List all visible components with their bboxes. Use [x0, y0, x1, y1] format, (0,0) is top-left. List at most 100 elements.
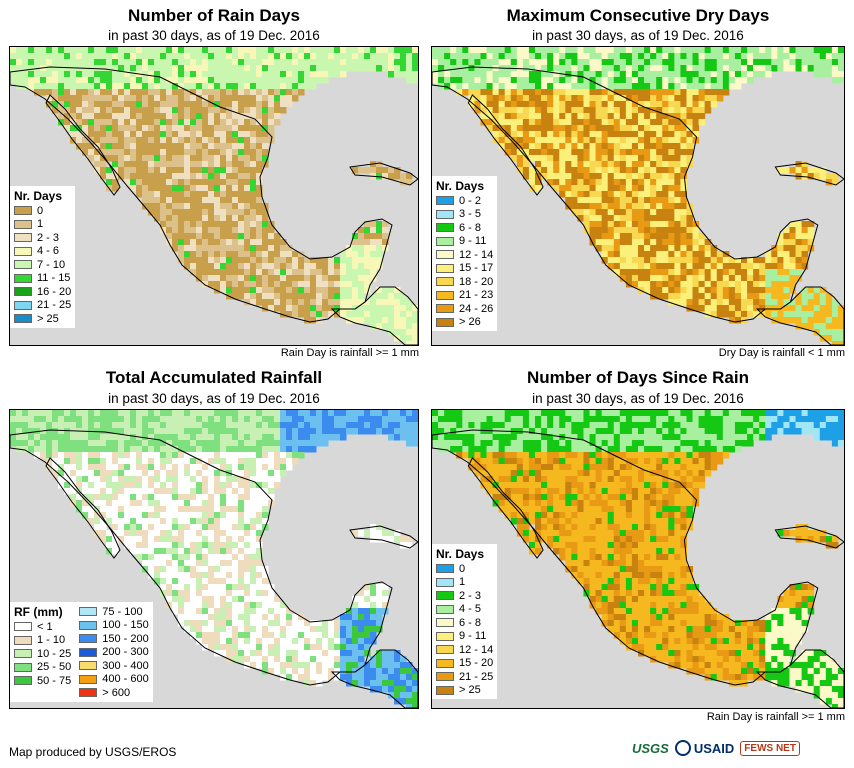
- legend-label: 11 - 15: [37, 272, 71, 285]
- cuba-outline: [774, 162, 844, 186]
- map-note: Rain Day is rainfall >= 1 mm: [706, 711, 845, 723]
- legend-swatch: [436, 263, 454, 273]
- panel-title: Total Accumulated Rainfall: [105, 368, 323, 387]
- legend-swatch: [436, 672, 454, 682]
- legend-label: 1: [37, 218, 44, 231]
- legend-item: 0: [436, 562, 493, 576]
- panel-subtitle: in past 30 days, as of 19 Dec. 2016: [532, 28, 744, 43]
- map-area[interactable]: [431, 46, 845, 346]
- legend-swatch: [436, 236, 454, 246]
- legend-label: 21 - 23: [459, 289, 494, 302]
- gulf-coastline: [45, 457, 121, 559]
- mexico-border: [10, 429, 393, 686]
- legend-label: 10 - 25: [37, 647, 72, 660]
- legend-swatch: [14, 287, 32, 297]
- legend-swatch: [79, 634, 98, 644]
- legend-item: 6 - 8: [436, 616, 493, 630]
- legend-swatch: [14, 260, 32, 270]
- legend-swatch: [436, 604, 454, 614]
- legend-label: 9 - 11: [459, 630, 487, 643]
- legend-label: < 1: [37, 620, 53, 633]
- legend-label: 1 - 10: [37, 634, 66, 647]
- legend-label: 50 - 75: [37, 674, 72, 687]
- usgs-logo: USGS: [632, 740, 669, 756]
- cuba-outline: [349, 525, 418, 549]
- panel-days-since-rain: Number of Days Since Rain in past 30 day…: [431, 365, 845, 735]
- rainfall-grid: [432, 47, 844, 345]
- legend-item: 18 - 20: [436, 275, 493, 289]
- legend-swatch: [14, 246, 32, 256]
- legend-label: 75 - 100: [102, 605, 143, 618]
- panel-title: Number of Rain Days: [128, 6, 300, 25]
- legend-item: 25 - 50: [14, 661, 71, 675]
- legend-label: 21 - 25: [37, 299, 72, 312]
- legend-label: 7 - 10: [37, 258, 66, 271]
- map-note: Dry Day is rainfall < 1 mm: [718, 347, 845, 359]
- cuba-outline: [774, 525, 844, 549]
- legend-swatch: [79, 674, 98, 684]
- map-area[interactable]: [431, 409, 845, 709]
- legend-swatch: [436, 250, 454, 260]
- legend-label: 0 - 2: [459, 194, 482, 207]
- legend-label: 6 - 8: [459, 221, 482, 234]
- map-canvas: [432, 410, 844, 708]
- map-area[interactable]: [9, 46, 419, 346]
- legend-item: 16 - 20: [14, 285, 71, 299]
- legend-item: 21 - 23: [436, 289, 493, 303]
- legend-label: 300 - 400: [102, 659, 149, 672]
- rainfall-grid: [432, 410, 844, 708]
- legend-label: 18 - 20: [459, 275, 494, 288]
- legend-label: > 25: [459, 684, 481, 697]
- legend-swatch: [436, 645, 454, 655]
- legend-item: 9 - 11: [436, 630, 493, 644]
- legend-label: 12 - 14: [459, 248, 494, 261]
- legend-item: 200 - 300: [79, 646, 149, 660]
- central-america-border: [330, 286, 418, 345]
- map-canvas: [432, 47, 844, 345]
- legend-item: 0: [14, 204, 71, 218]
- gulf-coastline: [467, 94, 544, 196]
- gulf-coastline: [467, 457, 544, 559]
- legend-label: 16 - 20: [37, 285, 72, 298]
- legend-item: 24 - 26: [436, 302, 493, 316]
- legend-label: 0: [459, 562, 466, 575]
- panel-rain-days: Number of Rain Days in past 30 days, as …: [9, 4, 419, 364]
- legend-swatch: [436, 317, 454, 327]
- legend-item: 10 - 25: [14, 647, 71, 661]
- panel-subtitle: in past 30 days, as of 19 Dec. 2016: [108, 391, 320, 406]
- legend-item: 15 - 20: [436, 657, 493, 671]
- legend-swatch: [79, 688, 98, 698]
- central-america-border: [755, 286, 844, 345]
- mexico-border: [432, 66, 819, 323]
- legend-item: 3 - 5: [436, 208, 493, 222]
- mexico-border: [10, 66, 393, 323]
- legend-swatch: [14, 649, 32, 659]
- panel-title: Number of Days Since Rain: [526, 368, 749, 387]
- legend-item: 11 - 15: [14, 272, 71, 286]
- legend-item: > 25: [436, 684, 493, 698]
- legend-swatch: [436, 618, 454, 628]
- panel-subtitle: in past 30 days, as of 19 Dec. 2016: [532, 391, 744, 406]
- legend-item: 1: [14, 218, 71, 232]
- legend-item: 100 - 150: [79, 619, 149, 633]
- legend-item: > 600: [79, 686, 148, 700]
- fews-net-logo: FEWS NET: [740, 740, 800, 756]
- legend-label: 4 - 6: [37, 245, 60, 258]
- map-note: Rain Day is rainfall >= 1 mm: [280, 347, 419, 359]
- legend-item: 150 - 200: [79, 632, 149, 646]
- legend-item: 12 - 14: [436, 248, 493, 262]
- legend-swatch: [436, 685, 454, 695]
- usaid-logo: USAID: [674, 740, 734, 756]
- legend-label: 9 - 11: [459, 235, 487, 248]
- legend-title: Nr. Days: [436, 547, 485, 561]
- legend-item: 9 - 11: [436, 235, 493, 249]
- legend-swatch: [436, 658, 454, 668]
- legend-item: > 25: [14, 312, 71, 326]
- legend-label: 400 - 600: [102, 673, 149, 686]
- legend-label: 25 - 50: [37, 661, 72, 674]
- legend-swatch: [79, 620, 98, 630]
- legend-item: 4 - 6: [14, 245, 71, 259]
- legend-swatch: [436, 591, 454, 601]
- legend-swatch: [14, 233, 32, 243]
